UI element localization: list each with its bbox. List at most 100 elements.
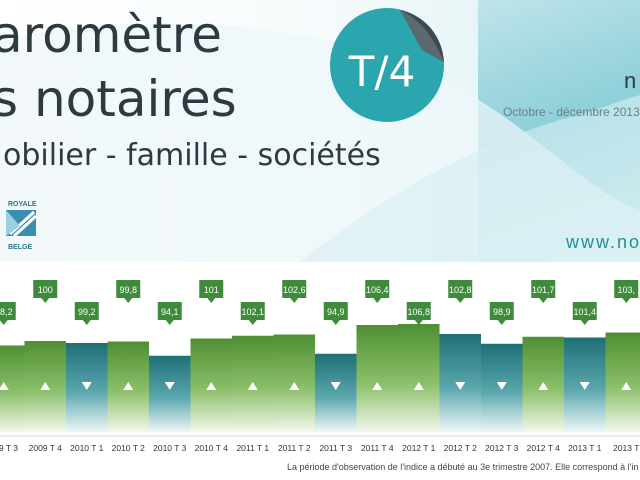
value-label-box [323,302,348,320]
value-label: 101,4 [573,307,596,317]
category-tick-label: 2009 T 4 [29,443,63,453]
value-label-box [0,302,16,320]
barometer-chart: 98,2 100 99,2 99,8 94,1 101 102,1 102,6 94,9 106,… [0,280,640,453]
category-tick-label: 2011 T 2 [278,443,311,453]
value-label-box [240,302,265,320]
chart-bar [605,332,640,432]
value-label: 94,1 [161,307,179,317]
chart-bar [315,353,357,432]
value-label-pointer [124,298,133,303]
category-tick-label: 2011 T 3 [319,443,352,453]
category-tick-label: 009 T 3 [0,443,18,453]
value-label-pointer [290,298,299,303]
period-label: Octobre - décembre 2013 [503,105,640,119]
trend-up-icon [538,382,549,390]
trend-up-icon [123,382,134,390]
value-label: 101,7 [532,285,555,295]
category-tick-label: 2010 T 4 [195,443,229,453]
value-label-box [531,280,556,298]
value-label-box [33,280,58,298]
value-label-pointer [207,298,216,303]
value-label: 106,8 [407,307,430,317]
trend-down-icon [496,382,507,390]
value-label-box [572,302,597,320]
trend-down-icon [579,382,590,390]
value-label: 101 [204,285,219,295]
value-label-box [614,280,639,298]
value-label: 102,1 [241,307,264,317]
category-tick-label: 2012 T 1 [402,443,436,453]
category-tick-label: 2011 T 1 [236,443,269,453]
value-label: 103, [617,285,635,295]
trend-up-icon [206,382,217,390]
trend-down-icon [330,382,341,390]
title-line-1: aromètre [0,6,222,64]
value-label: 99,2 [78,307,96,317]
value-label: 99,8 [119,285,137,295]
value-label-pointer [580,320,589,325]
value-label: 94,9 [327,307,345,317]
quarter-badge: T/4 [330,8,444,122]
category-tick-label: 2013 T 1 [568,443,602,453]
value-label-pointer [41,298,50,303]
subtitle: obilier - famille - sociétés [3,138,381,173]
value-label-pointer [331,320,340,325]
value-label-pointer [248,320,257,325]
chart-bar [398,324,440,432]
value-label-box [74,302,99,320]
category-tick-label: 2012 T 4 [527,443,561,453]
trend-up-icon [621,382,632,390]
category-tick-label: 2011 T 4 [361,443,394,453]
category-tick-label: 2012 T 3 [485,443,519,453]
value-label-box [282,280,307,298]
value-label: 98,2 [0,307,13,317]
trend-up-icon [413,382,424,390]
quarter-badge-label: T/4 [348,47,416,96]
value-label-pointer [82,320,91,325]
notary-pen-logo-icon [6,210,38,238]
category-tick-label: 2010 T 1 [70,443,104,453]
value-label-pointer [456,298,465,303]
value-label-box [116,280,141,298]
value-label-pointer [622,298,631,303]
value-label-pointer [165,320,174,325]
trend-down-icon [164,382,175,390]
value-label: 106,4 [366,285,389,295]
trend-up-icon [372,382,383,390]
value-label-pointer [497,320,506,325]
trend-down-icon [81,382,92,390]
value-label-box [365,280,390,298]
header-swoosh-decoration [0,23,640,262]
chart-footnote: La période d'observation de l'indice a d… [287,462,639,472]
brand-fragment: n [624,68,637,93]
value-label-pointer [414,320,423,325]
value-label: 100 [38,285,53,295]
category-tick-label: 2010 T 3 [153,443,187,453]
value-label: 102,8 [449,285,472,295]
value-label-box [199,280,224,298]
trend-up-icon [247,382,258,390]
logo-text-top: ROYALE [8,201,37,208]
value-label: 102,6 [283,285,306,295]
category-tick-label: 2010 T 2 [112,443,146,453]
value-label-box [489,302,514,320]
website-link[interactable]: www.no [566,232,640,252]
trend-up-icon [289,382,300,390]
category-tick-label: 2013 T [613,443,639,453]
value-label-pointer [0,320,8,325]
value-label-box [157,302,182,320]
chart-bar [149,355,191,432]
header-banner: aromètre s notaires obilier - famille - … [0,0,640,262]
value-label-pointer [539,298,548,303]
value-label-box [448,280,473,298]
trend-up-icon [0,382,9,390]
category-tick-label: 2012 T 2 [444,443,478,453]
value-label: 98,9 [493,307,511,317]
value-label-pointer [373,298,382,303]
trend-up-icon [40,382,51,390]
value-label-box [406,302,431,320]
logo-text-bottom: BELGE [8,244,33,251]
trend-down-icon [455,382,466,390]
chart-bar [356,325,398,432]
title-line-2: s notaires [0,70,237,128]
